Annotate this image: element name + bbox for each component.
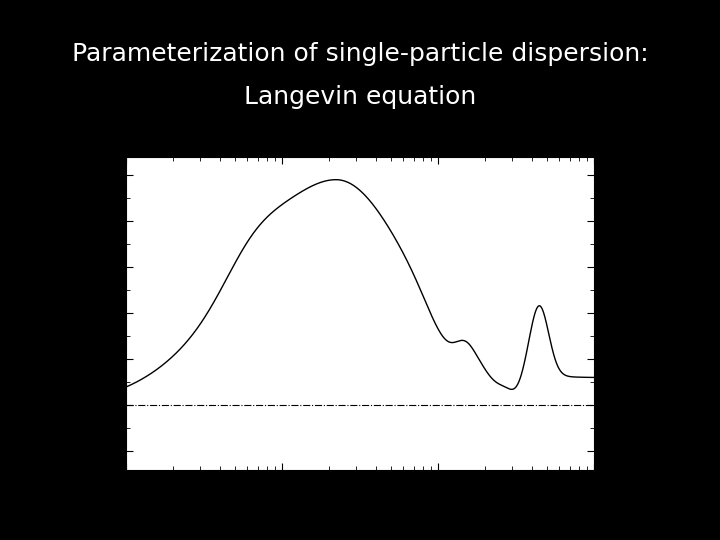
X-axis label: $\tau/T_L$: $\tau/T_L$ [345, 493, 375, 512]
Y-axis label: $D^S/D$: $D^S/D$ [70, 294, 89, 332]
Text: Langevin equation: Langevin equation [244, 85, 476, 109]
Text: Parameterization of single-particle dispersion:: Parameterization of single-particle disp… [72, 42, 648, 66]
